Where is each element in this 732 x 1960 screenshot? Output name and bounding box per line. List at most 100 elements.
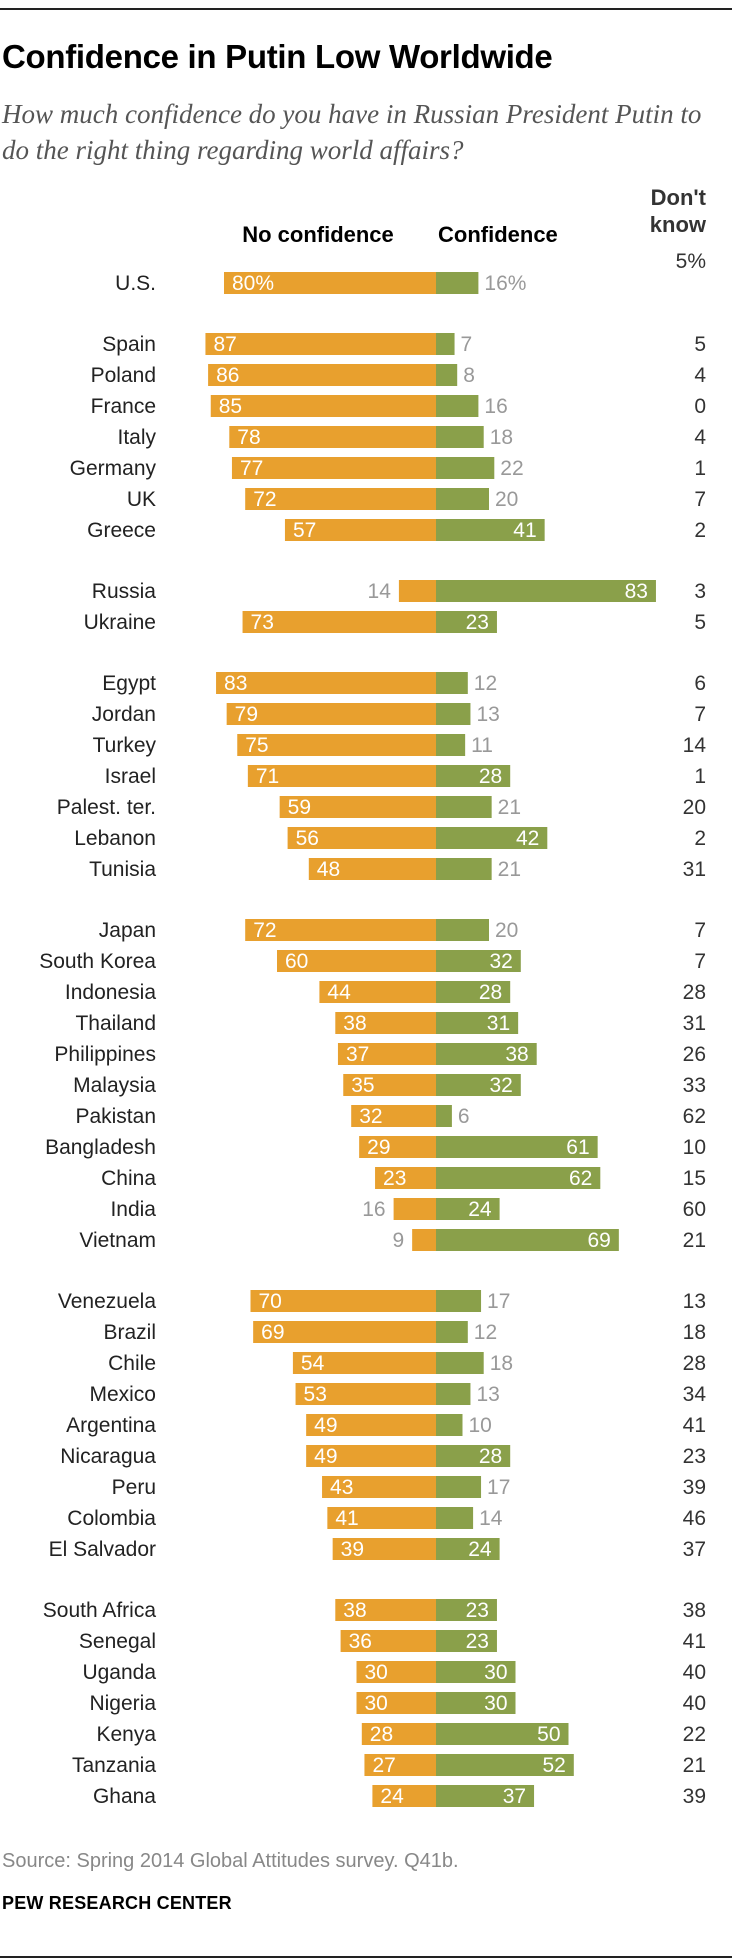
country-label: Peru	[112, 1476, 156, 1499]
bar-confidence	[436, 1012, 519, 1034]
label-dont-know: 10	[683, 1136, 706, 1159]
bar-confidence	[436, 580, 656, 602]
label-dont-know: 7	[694, 703, 706, 726]
label-dont-know: 60	[683, 1198, 706, 1221]
label-confidence: 37	[503, 1785, 526, 1808]
label-confidence: 42	[516, 827, 539, 850]
label-dont-know: 1	[694, 457, 706, 480]
label-dont-know: 41	[683, 1630, 706, 1653]
bar-no-confidence	[375, 1167, 436, 1189]
label-confidence: 21	[498, 796, 521, 819]
bar-confidence	[436, 1167, 601, 1189]
bar-no-confidence	[224, 272, 436, 294]
bar-no-confidence	[327, 1507, 436, 1529]
bar-confidence	[436, 1785, 535, 1807]
label-confidence: 32	[489, 1074, 512, 1097]
country-label: Poland	[91, 364, 156, 387]
bar-no-confidence	[287, 827, 436, 849]
label-no-confidence: 87	[213, 333, 236, 356]
label-no-confidence: 72	[253, 919, 276, 942]
bar-confidence	[436, 796, 492, 818]
bar-no-confidence	[306, 1445, 436, 1467]
bar-confidence	[436, 1043, 537, 1065]
label-confidence: 69	[587, 1229, 610, 1252]
label-dont-know: 37	[683, 1538, 706, 1561]
country-label: Germany	[70, 457, 157, 480]
label-no-confidence: 29	[367, 1136, 390, 1159]
label-confidence: 12	[474, 672, 497, 695]
bar-no-confidence	[398, 580, 436, 602]
label-no-confidence: 35	[351, 1074, 374, 1097]
country-label: Indonesia	[65, 981, 156, 1004]
bar-confidence	[436, 1383, 471, 1405]
label-confidence: 11	[471, 734, 493, 757]
label-dont-know: 46	[683, 1507, 706, 1530]
label-confidence: 17	[487, 1290, 510, 1313]
label-no-confidence: 14	[368, 580, 392, 603]
label-no-confidence: 54	[301, 1352, 325, 1375]
label-confidence: 16%	[484, 272, 526, 295]
header-confidence: Confidence	[438, 222, 558, 247]
label-confidence: 10	[469, 1414, 492, 1437]
label-dont-know: 62	[683, 1105, 706, 1128]
bar-confidence	[436, 827, 548, 849]
chart-title: Confidence in Putin Low Worldwide	[2, 38, 553, 75]
label-no-confidence: 43	[330, 1476, 353, 1499]
label-no-confidence: 30	[365, 1692, 388, 1715]
label-no-confidence: 39	[341, 1538, 364, 1561]
label-dont-know: 7	[694, 919, 706, 942]
label-dont-know: 40	[683, 1661, 706, 1684]
label-no-confidence: 70	[259, 1290, 282, 1313]
label-no-confidence: 38	[343, 1012, 366, 1035]
label-dont-know: 31	[683, 1012, 706, 1035]
bar-no-confidence	[292, 1352, 436, 1374]
label-dont-know: 13	[683, 1290, 706, 1313]
label-dont-know: 4	[694, 364, 706, 387]
label-no-confidence: 86	[216, 364, 239, 387]
bar-no-confidence	[226, 703, 436, 725]
country-label: South Africa	[43, 1599, 157, 1622]
country-label: Kenya	[96, 1723, 156, 1746]
bar-no-confidence	[284, 519, 436, 541]
bar-no-confidence	[335, 1599, 436, 1621]
label-dont-know: 39	[683, 1476, 706, 1499]
bar-no-confidence	[253, 1321, 436, 1343]
country-label: South Korea	[39, 950, 156, 973]
country-label: Spain	[102, 333, 156, 356]
label-dont-know: 28	[683, 1352, 706, 1375]
bar-confidence	[436, 1136, 598, 1158]
bar-no-confidence	[322, 1476, 436, 1498]
label-confidence: 28	[479, 765, 502, 788]
bar-no-confidence	[245, 919, 436, 941]
bar-confidence	[436, 457, 495, 479]
country-label: China	[101, 1167, 156, 1190]
label-no-confidence: 78	[237, 426, 260, 449]
bottom-rule	[0, 1956, 732, 1958]
label-confidence: 13	[476, 703, 499, 726]
bar-no-confidence	[308, 858, 436, 880]
bar-confidence	[436, 1507, 474, 1529]
country-label: Tunisia	[89, 858, 156, 881]
label-confidence: 28	[479, 981, 502, 1004]
bar-confidence	[436, 672, 468, 694]
label-dont-know: 7	[694, 950, 706, 973]
bar-confidence	[436, 703, 471, 725]
label-dont-know: 4	[694, 426, 706, 449]
label-no-confidence: 80%	[232, 272, 274, 295]
bar-confidence	[436, 426, 484, 448]
label-confidence: 30	[484, 1692, 507, 1715]
bar-confidence	[436, 519, 545, 541]
bar-confidence	[436, 919, 489, 941]
label-dont-know: 5	[694, 333, 706, 356]
country-label: Mexico	[89, 1383, 156, 1406]
country-label: Egypt	[102, 672, 156, 695]
bar-confidence	[436, 1074, 521, 1096]
country-label: Greece	[87, 519, 156, 542]
label-no-confidence: 38	[343, 1599, 366, 1622]
bar-no-confidence	[364, 1754, 436, 1776]
label-confidence: 20	[495, 919, 518, 942]
label-confidence: 16	[484, 395, 507, 418]
label-dont-know: 34	[683, 1383, 707, 1406]
country-label: France	[91, 395, 156, 418]
bar-confidence	[436, 333, 455, 355]
